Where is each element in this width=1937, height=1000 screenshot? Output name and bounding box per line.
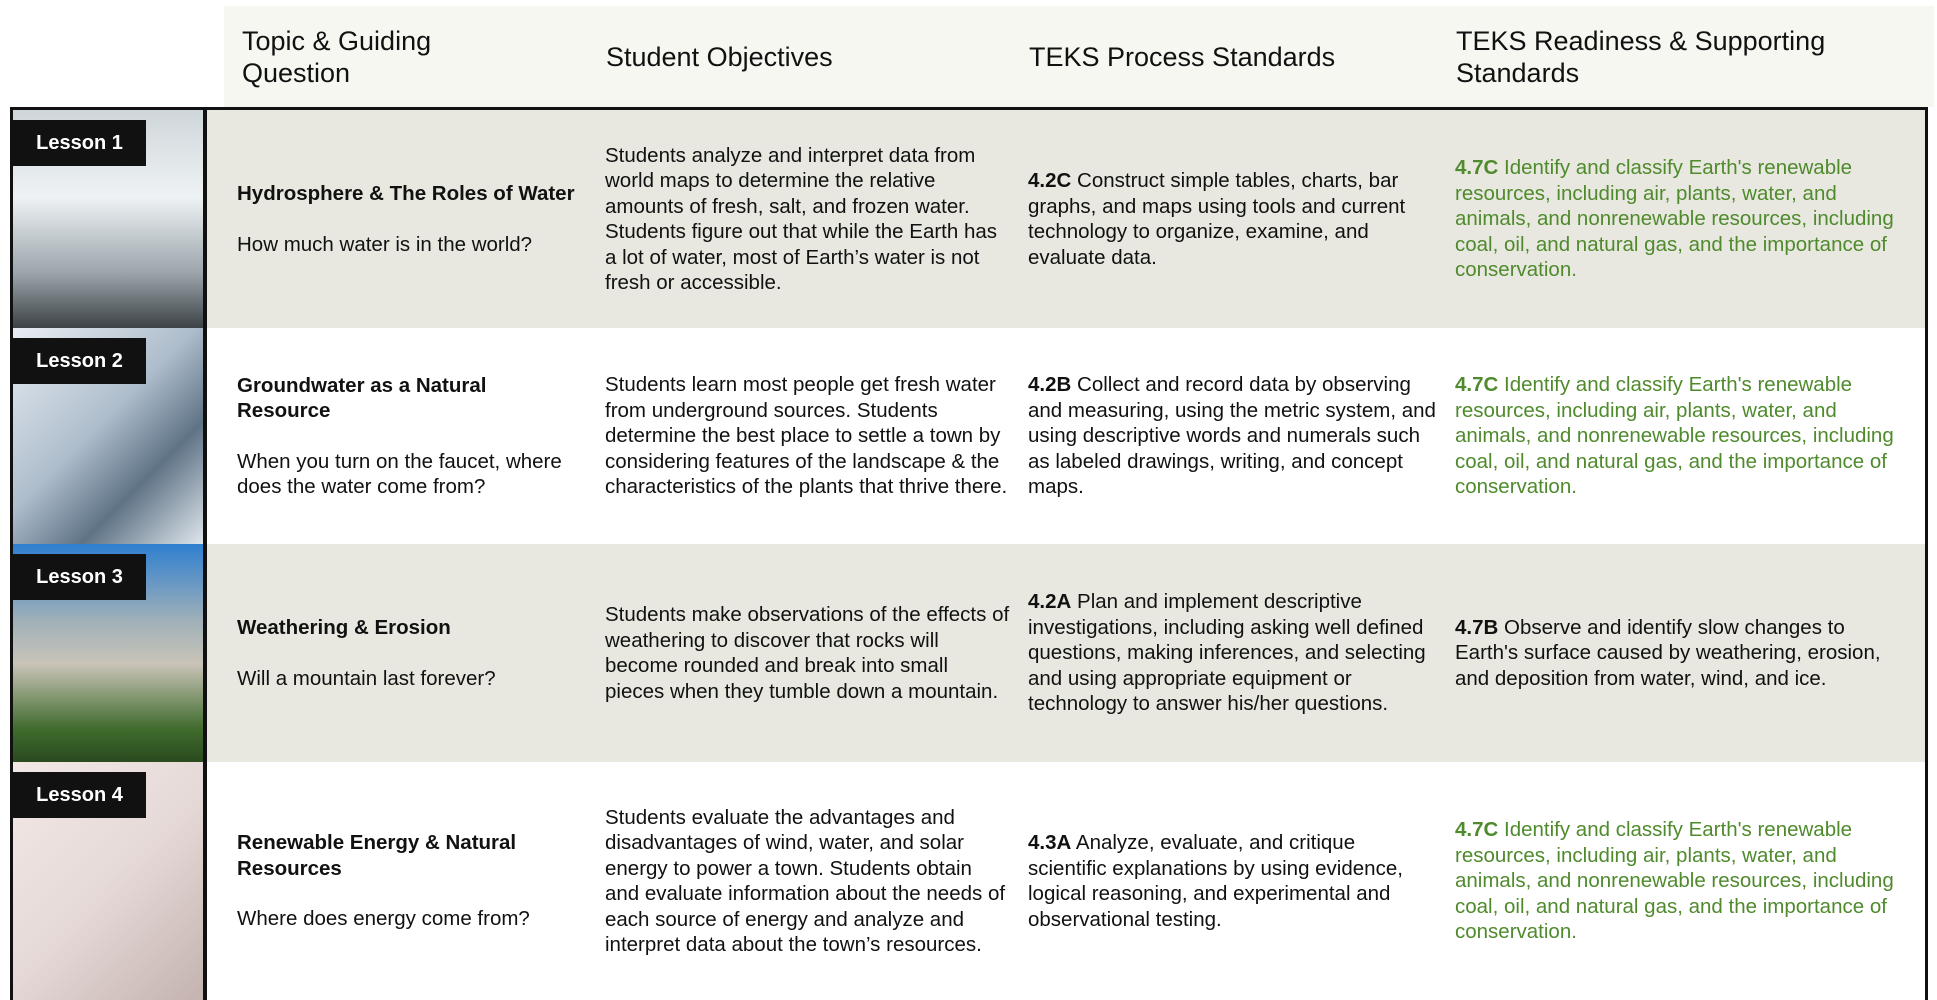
process-standard: 4.2B Collect and record data by observin… xyxy=(1028,328,1438,544)
objectives: Students make observations of the effect… xyxy=(605,603,1010,703)
guiding-question: Will a mountain last forever? xyxy=(237,666,496,690)
process-standard: 4.3A Analyze, evaluate, and critique sci… xyxy=(1028,762,1438,1000)
lesson-label: Lesson 1 xyxy=(13,120,146,166)
topic-cell: Hydrosphere & The Roles of Water How much… xyxy=(237,110,577,328)
process-text-wrap: 4.3A Analyze, evaluate, and critique sci… xyxy=(1028,830,1438,932)
readiness-code: 4.7C xyxy=(1455,818,1499,842)
readiness-standard: 4.7C Identify and classify Earth's renew… xyxy=(1455,110,1910,328)
topic-cell: Renewable Energy & Natural Resources Wher… xyxy=(237,762,577,1000)
guiding-question: How much water is in the world? xyxy=(237,232,533,256)
process-text-wrap: 4.2A Plan and implement descriptive inve… xyxy=(1028,589,1438,717)
topic-cell: Weathering & Erosion Will a mountain last… xyxy=(237,544,577,762)
readiness-standard: 4.7B Observe and identify slow changes t… xyxy=(1455,544,1910,762)
readiness-text: Observe and identify slow changes to Ear… xyxy=(1455,615,1881,690)
column-header: Student Objectives xyxy=(606,41,833,72)
readiness-text-wrap: 4.7B Observe and identify slow changes t… xyxy=(1455,615,1910,692)
readiness-code: 4.7B xyxy=(1455,615,1499,639)
readiness-text-wrap: 4.7C Identify and classify Earth's renew… xyxy=(1455,817,1910,945)
process-text-wrap: 4.2C Construct simple tables, charts, ba… xyxy=(1028,168,1438,270)
lesson-label: Lesson 3 xyxy=(13,554,146,600)
lesson-label: Lesson 2 xyxy=(13,338,146,384)
process-code: 4.2C xyxy=(1028,169,1072,192)
topic-title: Weathering & Erosion xyxy=(237,616,451,639)
readiness-text-wrap: 4.7C Identify and classify Earth's renew… xyxy=(1455,155,1910,283)
process-standard: 4.2C Construct simple tables, charts, ba… xyxy=(1028,110,1438,328)
process-text: Collect and record data by observing and… xyxy=(1028,373,1436,499)
lesson-image: Lesson 3 xyxy=(13,544,207,762)
column-header: TEKS Readiness & Supporting Standards xyxy=(1456,25,1826,88)
readiness-text: Identify and classify Earth's renewable … xyxy=(1455,156,1894,282)
lesson-image: Lesson 4 xyxy=(13,762,207,1000)
objectives: Students evaluate the advantages and dis… xyxy=(605,805,1006,957)
header: Topic & Guiding Question Student Objecti… xyxy=(224,6,1934,107)
process-code: 4.2B xyxy=(1028,373,1072,397)
lesson-row: Lesson 2 Groundwater as a Natural Resourc… xyxy=(13,328,1925,544)
readiness-standard: 4.7C Identify and classify Earth's renew… xyxy=(1455,328,1910,544)
lesson-row: Lesson 4 Renewable Energy & Natural Resou… xyxy=(13,762,1925,1000)
objectives: Students learn most people get fresh wat… xyxy=(605,373,1008,499)
guiding-question: Where does energy come from? xyxy=(237,907,530,931)
process-text: Construct simple tables, charts, bar gra… xyxy=(1028,169,1406,269)
process-code: 4.3A xyxy=(1028,831,1072,854)
lesson-table: Lesson 1 Hydrosphere & The Roles of Water… xyxy=(10,107,1928,1000)
readiness-standard: 4.7C Identify and classify Earth's renew… xyxy=(1455,762,1910,1000)
readiness-code: 4.7C xyxy=(1455,156,1499,180)
lesson-row: Lesson 1 Hydrosphere & The Roles of Water… xyxy=(13,110,1925,328)
lesson-label: Lesson 4 xyxy=(13,772,146,818)
topic-title: Hydrosphere & The Roles of Water xyxy=(237,182,575,205)
lesson-image: Lesson 2 xyxy=(13,328,207,544)
lesson-row: Lesson 3 Weathering & Erosion Will a mount… xyxy=(13,544,1925,762)
process-text: Analyze, evaluate, and critique scientif… xyxy=(1028,831,1403,931)
readiness-code: 4.7C xyxy=(1455,373,1499,397)
column-header: TEKS Process Standards xyxy=(1029,41,1336,72)
process-standard: 4.2A Plan and implement descriptive inve… xyxy=(1028,544,1438,762)
process-code: 4.2A xyxy=(1028,590,1072,614)
guiding-question: When you turn on the faucet, where does … xyxy=(237,449,562,499)
process-text: Plan and implement descriptive investiga… xyxy=(1028,590,1426,716)
readiness-text: Identify and classify Earth's renewable … xyxy=(1455,373,1894,499)
topic-cell: Groundwater as a Natural Resource When yo… xyxy=(237,328,577,544)
readiness-text: Identify and classify Earth's renewable … xyxy=(1455,818,1894,944)
objectives: Students analyze and interpret data from… xyxy=(605,143,998,295)
process-text-wrap: 4.2B Collect and record data by observin… xyxy=(1028,372,1438,500)
topic-title: Groundwater as a Natural Resource xyxy=(237,373,487,423)
column-header: Topic & Guiding Question xyxy=(242,25,432,88)
readiness-text-wrap: 4.7C Identify and classify Earth's renew… xyxy=(1455,372,1910,500)
lesson-image: Lesson 1 xyxy=(13,110,207,328)
topic-title: Renewable Energy & Natural Resources xyxy=(237,831,517,880)
